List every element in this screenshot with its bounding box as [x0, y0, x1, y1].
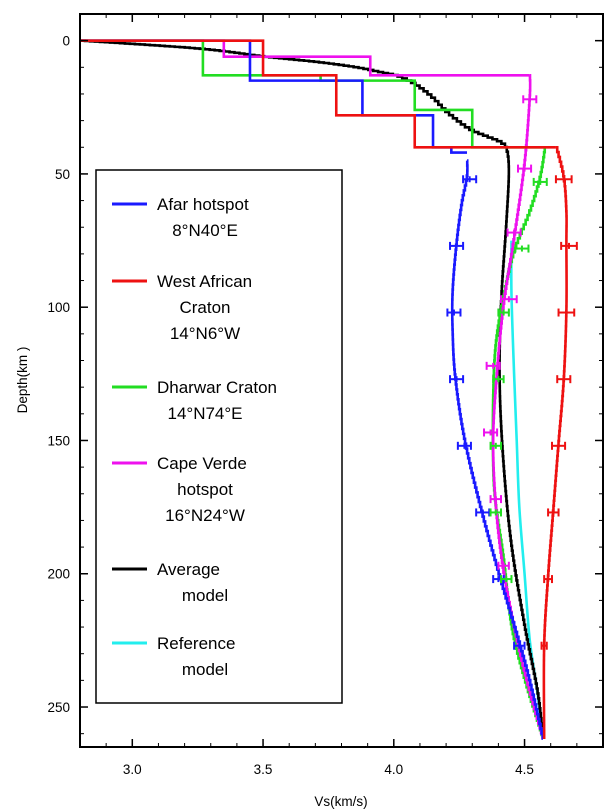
legend-item-afar: Afar hotspot 8°N40°E [112, 195, 249, 240]
error-bars-west_african [540, 175, 578, 650]
error-bar [500, 295, 518, 304]
y-tick-label: 0 [62, 34, 70, 49]
error-bar [506, 228, 522, 237]
series-dharwar-steps [80, 39, 546, 149]
error-bar [514, 244, 530, 253]
error-bar [489, 495, 503, 504]
error-bar [513, 641, 526, 650]
legend-item-dharwar: Dharwar Craton 14°N74°E [112, 378, 277, 423]
y-tick-label: 100 [47, 300, 70, 315]
plot-area [80, 39, 578, 740]
error-bar [456, 441, 472, 450]
error-bar [517, 164, 533, 173]
x-tick-label: 4.0 [384, 762, 403, 777]
error-bars-afar [446, 175, 526, 650]
legend-box [95, 169, 343, 704]
legend-label-line: Afar hotspot [157, 195, 249, 214]
error-bar [489, 441, 503, 450]
error-bars-dharwar [489, 177, 548, 584]
legend-label-line: model [182, 586, 228, 605]
legend-item-west_african: West African Craton 14°N6°W [112, 272, 252, 343]
error-bar [547, 508, 560, 517]
legend-label-line: Reference [157, 634, 235, 653]
legend-item-average: Average model [112, 560, 228, 605]
x-tick-label: 3.5 [254, 762, 273, 777]
series-west_african-curve [542, 145, 568, 740]
legend-label-line: Dharwar Craton [157, 378, 277, 397]
error-bar [475, 508, 491, 517]
x-axis-title: Vs(km/s) [314, 794, 367, 809]
error-bar [489, 508, 503, 517]
error-bar [492, 375, 505, 384]
y-tick-label: 50 [55, 167, 70, 182]
series-west_african [80, 39, 568, 740]
error-bar [449, 241, 465, 250]
error-bar [500, 575, 513, 584]
legend-label-line: model [182, 660, 228, 679]
error-bar [446, 308, 462, 317]
y-tick-label: 150 [47, 433, 70, 448]
x-tick-label: 3.0 [123, 762, 142, 777]
series-reference [509, 240, 545, 740]
series-west_african-steps [80, 39, 556, 149]
y-axis-title: Depth(km ) [15, 347, 30, 414]
error-bar [543, 575, 554, 584]
error-bar [554, 175, 573, 184]
error-bar [522, 95, 538, 104]
plot-frame [79, 13, 604, 748]
error-bar [532, 177, 548, 186]
legend-item-cape_verde: Cape Verde hotspot 16°N24°W [112, 454, 247, 525]
legend-label-line: 14°N6°W [170, 324, 240, 343]
y-tick-label: 200 [47, 567, 70, 582]
series-reference-curve [509, 240, 545, 740]
x-tick-label: 4.5 [515, 762, 534, 777]
error-bars-cape_verde [483, 95, 538, 570]
legend-label-line: Average [157, 560, 220, 579]
legend-label-line: West African [157, 272, 252, 291]
error-bar [551, 441, 567, 450]
legend-item-reference: Reference model [112, 634, 235, 679]
error-bar [560, 241, 578, 250]
legend-label-line: Craton [179, 298, 230, 317]
error-bar [497, 561, 510, 570]
series-layer [80, 39, 578, 740]
error-bar [540, 641, 548, 650]
legend-label-line: hotspot [177, 480, 233, 499]
error-bar [462, 175, 478, 184]
legend-label-line: 8°N40°E [172, 221, 238, 240]
error-bar [483, 428, 499, 437]
error-bar [556, 375, 572, 384]
error-bar [497, 308, 510, 317]
error-bar [485, 361, 501, 370]
legend: Afar hotspot 8°N40°E West African Craton 14°… [95, 169, 343, 704]
legend-label-line: 16°N24°W [165, 506, 245, 525]
error-bar [557, 308, 576, 317]
error-bar [449, 375, 465, 384]
y-tick-label: 250 [47, 700, 70, 715]
legend-label-line: Cape Verde [157, 454, 247, 473]
legend-label-line: 14°N74°E [167, 404, 242, 423]
